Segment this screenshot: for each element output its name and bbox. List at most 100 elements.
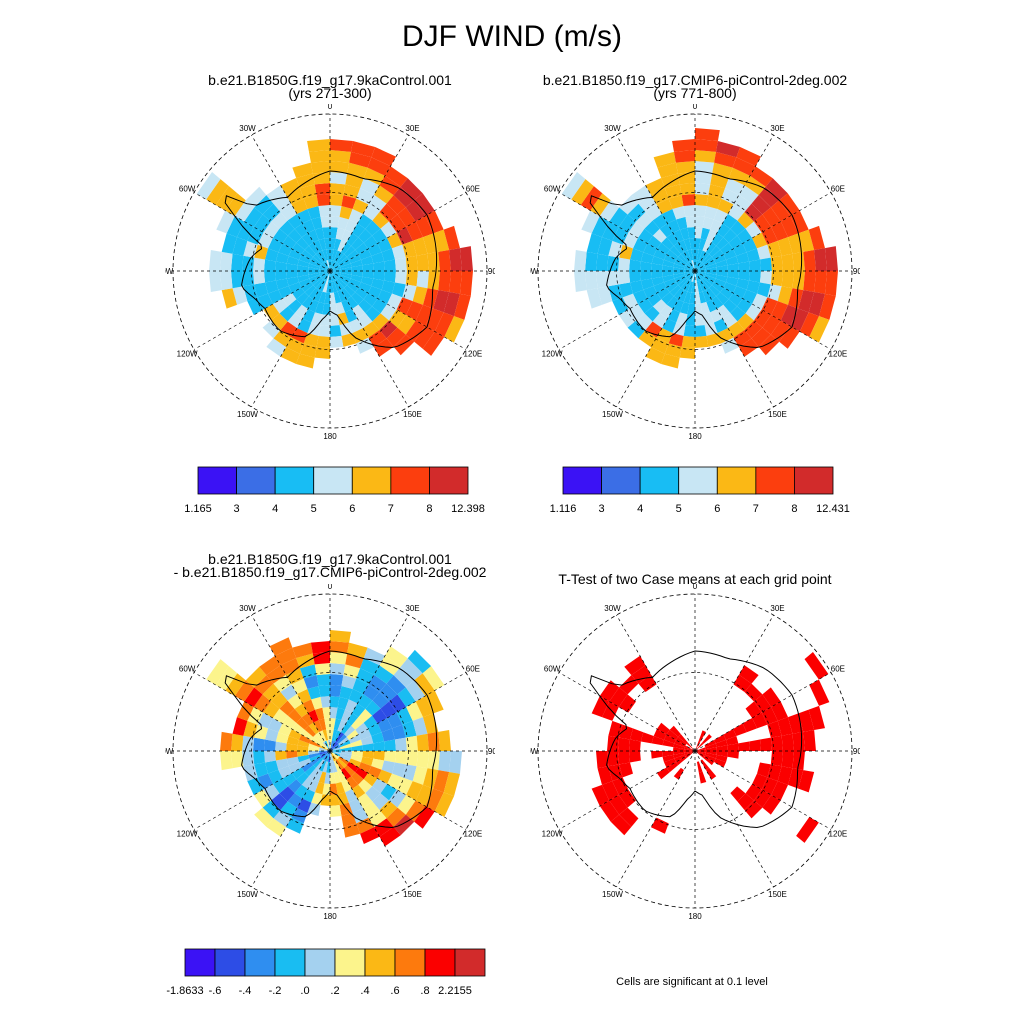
meridian-line [329, 750, 409, 888]
data-cell [308, 722, 319, 735]
data-cell [339, 740, 351, 748]
data-cell [313, 239, 323, 252]
data-cell [798, 770, 815, 793]
data-cell [333, 730, 341, 742]
data-cell [319, 760, 327, 772]
data-cell [675, 736, 687, 746]
data-cell [412, 286, 428, 305]
data-cell [298, 278, 311, 288]
data-cell [337, 734, 347, 744]
data-cell [759, 257, 772, 271]
longitude-label: 120W [177, 350, 198, 359]
data-cell [309, 754, 321, 762]
data-cell [358, 282, 372, 293]
data-cell [226, 216, 245, 238]
data-cell [673, 743, 685, 750]
data-cell [706, 333, 722, 347]
data-cell [330, 805, 342, 817]
data-cell [599, 680, 620, 702]
panel3-title-line1: b.e21.B1850G.f19_g17.9kaControl.001 [208, 551, 452, 567]
data-cell [324, 718, 330, 730]
data-cell [253, 789, 272, 808]
data-cell [358, 762, 372, 773]
data-cell [351, 237, 364, 250]
data-cell [307, 686, 321, 700]
data-cell [280, 204, 297, 221]
data-cell [715, 754, 728, 763]
data-cell [308, 229, 319, 243]
data-cell [333, 250, 341, 262]
data-cell [358, 228, 373, 243]
longitude-label: 180 [323, 912, 337, 921]
data-cell [363, 321, 380, 338]
data-cell [266, 818, 286, 837]
data-cell [340, 267, 352, 271]
data-cell [702, 734, 712, 744]
data-cell [415, 696, 434, 718]
data-cell [297, 739, 310, 748]
data-cell [666, 296, 679, 310]
meridian-line [694, 192, 832, 272]
data-cell [358, 249, 372, 260]
panel3-colorbar-swatch [334, 948, 366, 977]
data-cell [762, 207, 781, 227]
data-cell [689, 292, 695, 304]
data-cell [749, 739, 761, 751]
data-cell [301, 282, 314, 293]
data-cell [824, 246, 838, 271]
data-cell [656, 242, 670, 255]
data-cell [264, 739, 276, 751]
data-cell [651, 735, 664, 746]
meridian-line [694, 672, 832, 752]
data-cell [597, 286, 613, 305]
data-cell [619, 762, 633, 778]
data-cell [662, 271, 674, 277]
data-cell [695, 271, 704, 280]
data-cell [338, 756, 350, 766]
data-cell [381, 728, 395, 742]
data-cell [698, 238, 707, 251]
meridian-line [558, 750, 696, 830]
data-cell [301, 712, 314, 726]
data-cell [459, 246, 473, 271]
data-cell [397, 687, 416, 707]
data-cell [373, 271, 385, 281]
data-cell [628, 221, 645, 238]
data-cell [322, 303, 330, 315]
data-cell [231, 733, 244, 751]
meridian-line [251, 270, 331, 408]
data-cell [780, 304, 799, 326]
data-cell [296, 772, 309, 785]
panel3-colorbar-swatch [244, 948, 276, 977]
data-cell [653, 729, 667, 740]
data-cell [702, 278, 712, 288]
data-cell [247, 777, 264, 795]
data-cell [653, 249, 667, 260]
meridian-line [694, 134, 774, 272]
data-cell [344, 725, 356, 737]
data-cell [705, 263, 717, 270]
data-cell [691, 260, 695, 271]
panel2-colorbar-tick-label: 3 [599, 503, 605, 515]
data-cell [727, 751, 739, 759]
data-cell [330, 772, 336, 784]
data-cell [684, 271, 695, 273]
data-cell [673, 242, 684, 255]
data-cell [652, 228, 667, 243]
data-cell [402, 720, 417, 738]
data-cell [377, 718, 393, 733]
data-cell [434, 312, 455, 337]
data-cell [253, 737, 266, 751]
data-cell [661, 237, 674, 250]
data-cell [338, 256, 350, 266]
panel2-colorbar-tick-label: 4 [637, 503, 643, 515]
data-cell [319, 730, 327, 742]
data-cell [303, 675, 319, 689]
data-cell [737, 313, 754, 330]
data-cell [739, 338, 759, 357]
data-cell [330, 718, 336, 730]
data-cell [326, 249, 330, 261]
data-cell [387, 293, 403, 310]
data-cell [706, 287, 717, 300]
data-cell [744, 320, 763, 339]
